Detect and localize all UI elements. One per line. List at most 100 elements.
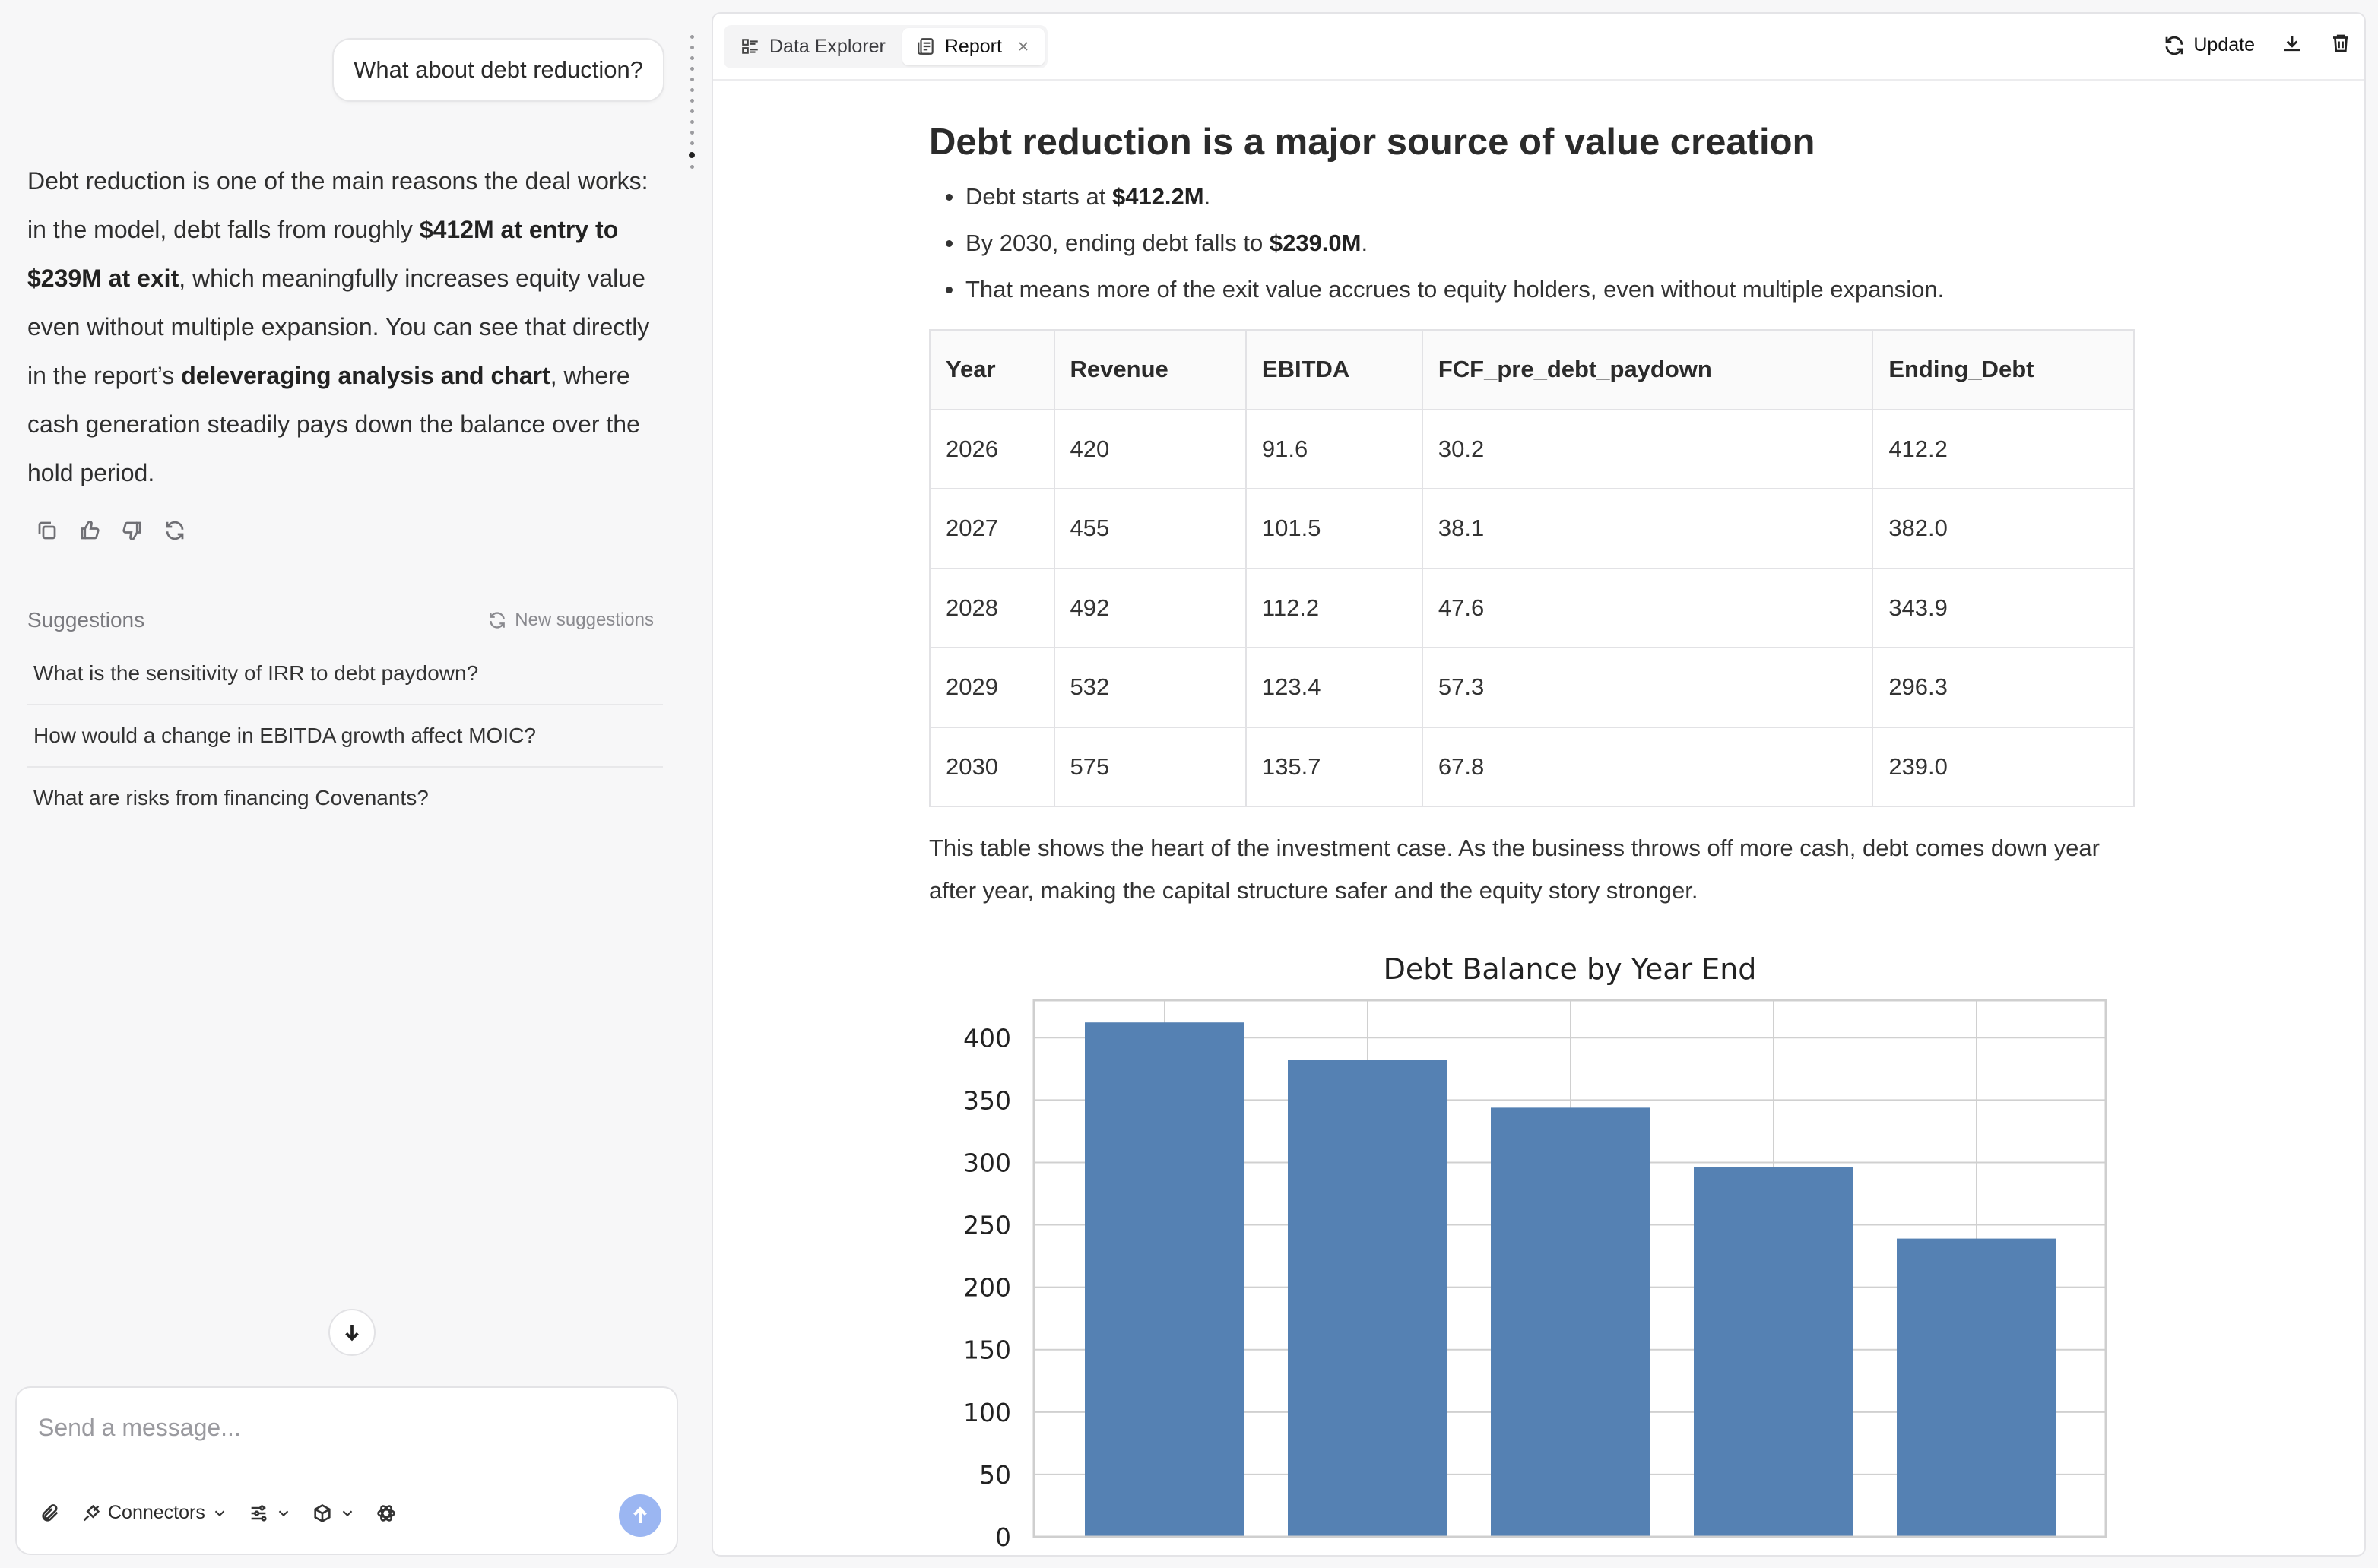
report-heading: Debt reduction is a major source of valu… (929, 122, 1815, 163)
table-row: 2026 420 91.6 30.2 412.2 (929, 408, 2135, 489)
table-cell: 2028 (929, 567, 1055, 648)
new-suggestions-label: New suggestions (515, 610, 654, 630)
table-cell: 101.5 (1244, 488, 1423, 569)
trash-icon (2333, 34, 2348, 52)
table-cell: 382.0 (1872, 488, 2135, 569)
column-header: EBITDA (1244, 329, 1423, 410)
table-cell: 532 (1053, 647, 1247, 728)
connectors-label: Connectors (108, 1502, 205, 1523)
y-tick-label: 250 (963, 1211, 1011, 1240)
thumbs-down-icon[interactable] (120, 518, 144, 543)
scroll-to-bottom-button[interactable] (328, 1309, 376, 1356)
bullet-item: That means more of the exit value accrue… (929, 266, 2138, 312)
text-segment: , which meaningfully increases equity va… (27, 265, 650, 389)
plot-frame (1032, 999, 2107, 1538)
arrow-up-icon (633, 1506, 647, 1523)
message-composer: Send a message... Connectors (15, 1386, 678, 1555)
user-message: What about debt reduction? (332, 38, 664, 102)
message-actions (35, 518, 187, 543)
bold-text: deleveraging analysis and chart (181, 362, 550, 389)
table-cell: 2029 (929, 647, 1055, 728)
composer-toolbar: Connectors (40, 1502, 397, 1524)
suggestion-item[interactable]: How would a change in EBITDA growth affe… (27, 705, 663, 768)
table-cell: 47.6 (1421, 567, 1874, 648)
download-button[interactable] (2281, 32, 2303, 59)
y-tick-label: 100 (963, 1398, 1011, 1427)
chevron-down-icon (342, 1510, 353, 1516)
text-segment: Debt starts at (965, 183, 1112, 210)
y-tick-label: 200 (963, 1273, 1011, 1303)
text-segment: That means more of the exit value accrue… (965, 276, 1945, 303)
tab-label: Data Explorer (769, 35, 886, 57)
atom-icon (377, 1504, 395, 1522)
table-cell: 91.6 (1244, 408, 1423, 489)
suggestions-title: Suggestions (27, 608, 145, 632)
bar (1085, 1022, 1244, 1537)
column-header: Ending_Debt (1872, 329, 2135, 410)
y-tick-label: 50 (979, 1460, 1011, 1490)
suggestion-list: What is the sensitivity of IRR to debt p… (27, 643, 663, 830)
message-input[interactable]: Send a message... (38, 1414, 241, 1441)
arrow-down-icon (345, 1325, 359, 1342)
delete-button[interactable] (2329, 32, 2352, 59)
report-actions: Update (2163, 32, 2352, 59)
table-cell: 135.7 (1244, 726, 1423, 807)
regenerate-icon[interactable] (163, 518, 187, 543)
panel-resize-handle[interactable] (688, 35, 696, 210)
chevron-down-icon (214, 1510, 225, 1516)
table-cell: 420 (1053, 408, 1247, 489)
text-segment: . (1361, 230, 1368, 256)
report-body: Debt reduction is a major source of valu… (929, 90, 2138, 912)
update-button[interactable]: Update (2163, 34, 2255, 57)
refresh-icon (2166, 36, 2183, 55)
plug-icon (83, 1504, 100, 1521)
assistant-message: Debt reduction is one of the main reason… (27, 157, 658, 497)
suggestion-item[interactable]: What is the sensitivity of IRR to debt p… (27, 643, 663, 705)
report-panel: Data Explorer Report Update Debt reducti… (712, 12, 2366, 1557)
table-cell: 57.3 (1421, 647, 1874, 728)
chart-title: Debt Balance by Year End (1384, 952, 1757, 986)
text-segment: By 2030, ending debt falls to (965, 230, 1270, 256)
attach-button[interactable] (40, 1503, 61, 1524)
report-tabbar: Data Explorer Report Update (713, 14, 2364, 81)
send-button[interactable] (619, 1494, 661, 1537)
cube-icon (314, 1503, 331, 1522)
table-header-row: Year Revenue EBITDA FCF_pre_debt_paydown… (929, 329, 2135, 410)
y-tick-label: 150 (963, 1335, 1011, 1365)
copy-icon[interactable] (35, 518, 59, 543)
bullet-item: By 2030, ending debt falls to $239.0M. (929, 220, 2138, 266)
table-cell: 30.2 (1421, 408, 1874, 489)
bold-text: $412M at entry to $239M at exit (27, 216, 619, 292)
bullet-list: Debt starts at $412.2M. By 2030, ending d… (929, 173, 2138, 312)
table-row: 2030 575 135.7 67.8 239.0 (929, 726, 2135, 807)
bar (1491, 1107, 1650, 1537)
bar (1897, 1238, 2056, 1537)
y-tick-label: 350 (963, 1085, 1011, 1115)
column-header: FCF_pre_debt_paydown (1421, 329, 1874, 410)
list-icon (742, 39, 758, 54)
table-cell: 2030 (929, 726, 1055, 807)
tab-data-explorer[interactable]: Data Explorer (727, 28, 899, 65)
text-segment: . (1203, 183, 1211, 210)
suggestion-item[interactable]: What are risks from financing Covenants? (33, 786, 429, 809)
table-cell: 123.4 (1244, 647, 1423, 728)
chat-panel: What about debt reduction? Debt reductio… (0, 0, 695, 1568)
thumbs-up-icon[interactable] (78, 518, 102, 543)
close-icon[interactable] (1016, 39, 1031, 54)
table-cell: 575 (1053, 726, 1247, 807)
tools-button[interactable] (376, 1503, 397, 1524)
tab-report[interactable]: Report (902, 27, 1045, 65)
settings-dropdown[interactable] (248, 1503, 292, 1524)
new-suggestions-button[interactable]: New suggestions (487, 610, 654, 631)
bold-text: $412.2M (1111, 183, 1204, 210)
table-cell: 296.3 (1872, 647, 2135, 728)
table-cell: 38.1 (1421, 488, 1874, 569)
table-row: 2028 492 112.2 47.6 343.9 (929, 567, 2135, 648)
table-cell: 412.2 (1872, 408, 2135, 489)
bold-text: $239.0M (1269, 230, 1362, 256)
connectors-dropdown[interactable]: Connectors (81, 1502, 228, 1524)
chevron-down-icon (278, 1510, 289, 1516)
model-dropdown[interactable] (312, 1503, 356, 1524)
table-cell: 2027 (929, 488, 1055, 569)
suggestions-header: Suggestions New suggestions (27, 608, 658, 632)
